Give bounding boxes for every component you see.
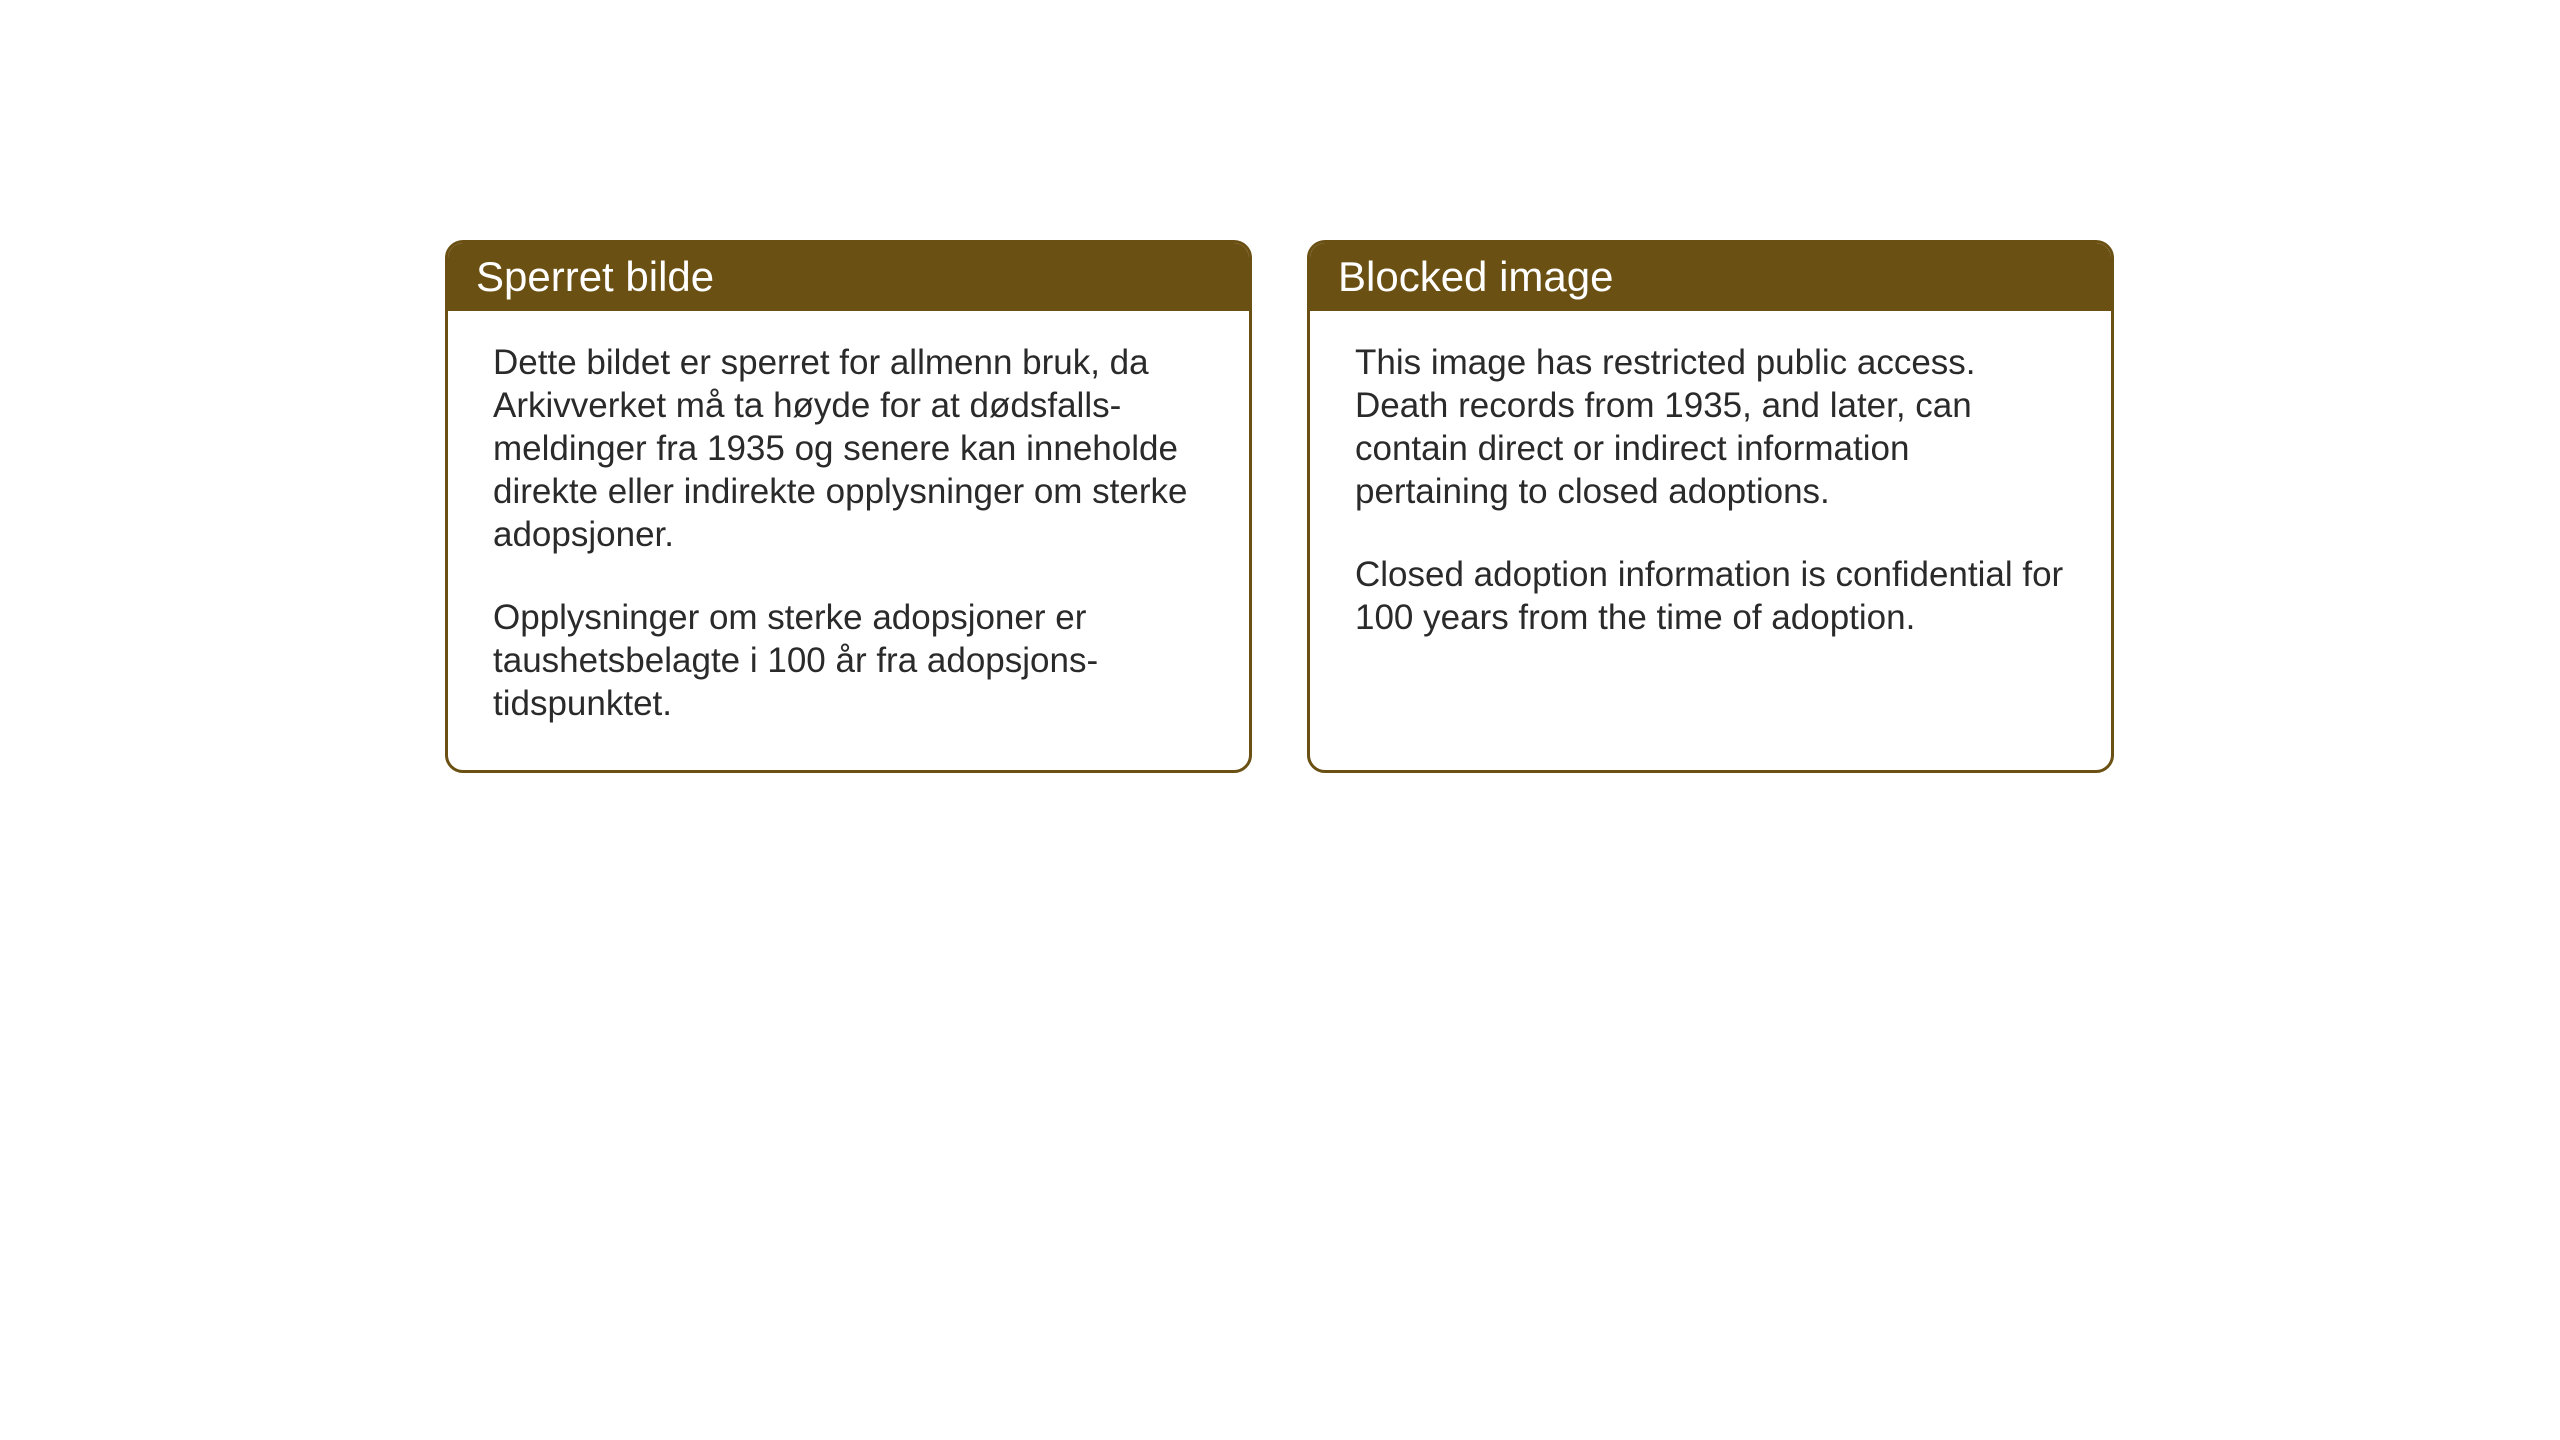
english-paragraph-1: This image has restricted public access.…	[1355, 341, 2066, 513]
english-card-body: This image has restricted public access.…	[1310, 311, 2111, 684]
norwegian-paragraph-1: Dette bildet er sperret for allmenn bruk…	[493, 341, 1204, 556]
english-notice-card: Blocked image This image has restricted …	[1307, 240, 2114, 773]
english-card-title: Blocked image	[1338, 253, 1613, 300]
norwegian-paragraph-2: Opplysninger om sterke adopsjoner er tau…	[493, 596, 1204, 725]
norwegian-notice-card: Sperret bilde Dette bildet er sperret fo…	[445, 240, 1252, 773]
english-card-header: Blocked image	[1310, 243, 2111, 311]
norwegian-card-body: Dette bildet er sperret for allmenn bruk…	[448, 311, 1249, 770]
norwegian-card-header: Sperret bilde	[448, 243, 1249, 311]
notice-cards-container: Sperret bilde Dette bildet er sperret fo…	[445, 240, 2114, 773]
norwegian-card-title: Sperret bilde	[476, 253, 714, 300]
english-paragraph-2: Closed adoption information is confident…	[1355, 553, 2066, 639]
